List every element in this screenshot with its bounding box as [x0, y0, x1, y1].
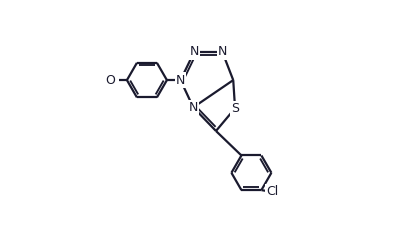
Text: S: S [231, 102, 239, 115]
Text: N: N [189, 46, 199, 59]
Text: N: N [176, 74, 185, 87]
Text: N: N [218, 46, 227, 59]
Text: O: O [106, 74, 115, 87]
Text: Cl: Cl [266, 185, 279, 198]
Text: N: N [189, 101, 198, 114]
